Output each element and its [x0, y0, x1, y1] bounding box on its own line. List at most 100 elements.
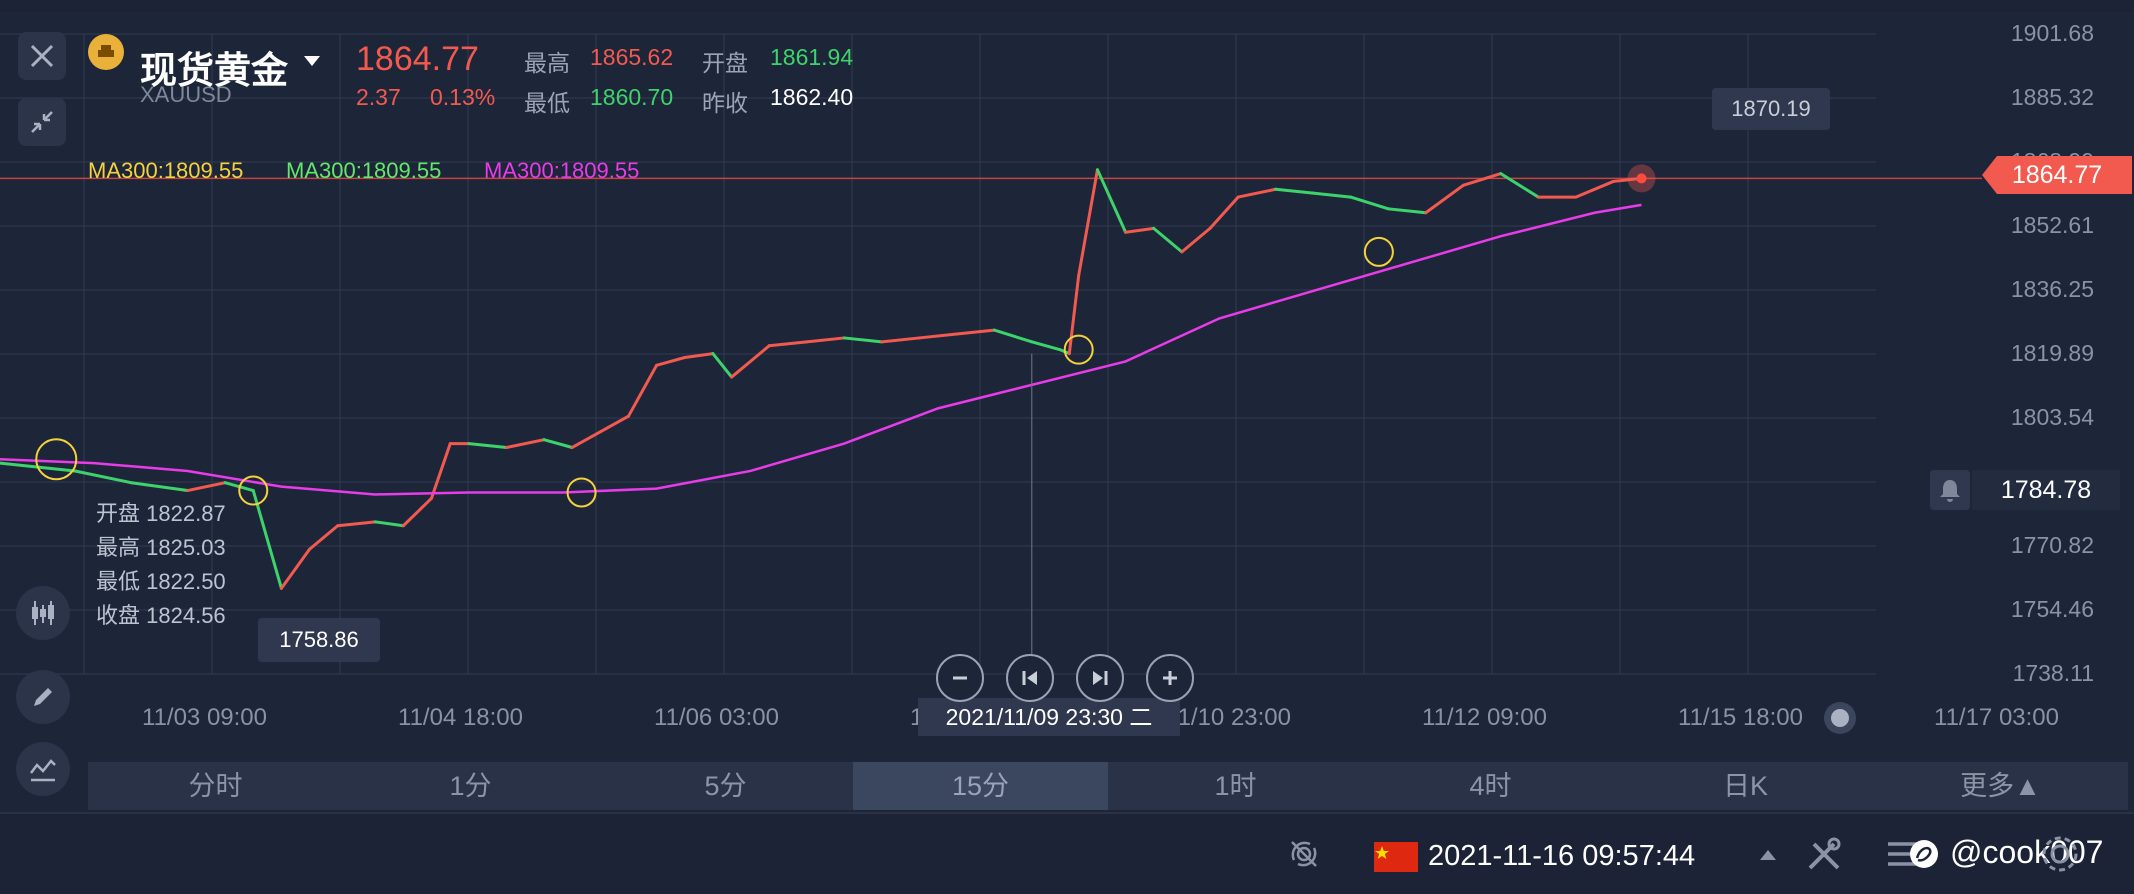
tab-timeframe-tick[interactable]: 分时 — [188, 771, 243, 801]
price-segment — [767, 340, 809, 348]
prev-close-label: 昨收 — [702, 90, 748, 116]
price-segment — [401, 496, 433, 528]
ma-touch-marker — [238, 475, 269, 506]
draw-button[interactable] — [16, 670, 70, 724]
ma-legend-green: MA300:1809.55 — [286, 158, 442, 183]
price-change-pct: 0.13% — [430, 84, 496, 110]
price-segment — [655, 356, 687, 367]
price-segment — [1124, 226, 1156, 234]
low-value: 1860.70 — [590, 84, 674, 110]
price-segment — [880, 336, 921, 344]
collapse-button[interactable] — [18, 98, 66, 146]
price-segment — [992, 328, 1034, 344]
price-segment — [1030, 340, 1062, 352]
status-bar: 2021-11-16 09:57:44 @cook007 — [0, 812, 2134, 894]
price-segment — [1424, 183, 1465, 215]
scroll-handle[interactable] — [1824, 702, 1856, 734]
alert-price[interactable]: 1784.78 — [1972, 470, 2120, 510]
zoom-out-button[interactable] — [936, 654, 984, 702]
low-label: 最低 — [524, 90, 570, 116]
step-forward-button[interactable] — [1076, 654, 1124, 702]
price-chart[interactable] — [0, 12, 2134, 812]
open-label: 开盘 — [702, 50, 748, 76]
x-tick-label: 11/15 18:00 — [1678, 704, 1804, 731]
y-tick-label: 1738.11 — [2012, 660, 2094, 686]
settings-icon[interactable] — [2040, 834, 2080, 874]
tab-timeframe-more[interactable]: 更多▲ — [1960, 771, 2041, 801]
x-tick-label: 11/10 23:00 — [1166, 704, 1292, 731]
price-segment — [1499, 172, 1540, 199]
close-icon — [30, 44, 54, 68]
tab-timeframe-1m[interactable]: 1分 — [449, 771, 492, 801]
y-tick-label: 1852.61 — [2010, 212, 2094, 238]
price-segment — [73, 469, 133, 485]
price-segment — [373, 520, 405, 528]
current-price-dot — [1636, 173, 1647, 184]
tab-timeframe-5m[interactable]: 5分 — [704, 771, 747, 801]
ohlc-low: 最低 1822.50 — [96, 569, 226, 594]
price-segment — [917, 332, 959, 340]
flag-cn-icon — [1374, 842, 1418, 872]
alert-button[interactable] — [1930, 470, 1970, 510]
price-segment — [542, 438, 574, 449]
prev-close-value: 1862.40 — [770, 84, 854, 110]
y-tick-label: 1803.54 — [2010, 404, 2094, 430]
price-segment — [1274, 187, 1315, 195]
price-segment — [1386, 207, 1428, 215]
y-tick-label: 1770.82 — [2010, 532, 2094, 558]
price-segment — [626, 363, 659, 418]
ma-touch-marker — [1363, 236, 1394, 267]
tab-timeframe-1h[interactable]: 1时 — [1214, 771, 1257, 801]
collapse-icon — [31, 111, 53, 133]
dropdown-arrow-icon[interactable] — [302, 54, 322, 68]
tab-timeframe-4h[interactable]: 4时 — [1469, 771, 1512, 801]
current-price: 1864.77 — [356, 40, 479, 78]
x-tick-label: 11/06 03:00 — [654, 704, 780, 731]
tools-icon[interactable] — [1804, 834, 1844, 874]
price-segment — [1574, 179, 1615, 199]
radio-icon[interactable] — [1284, 834, 1324, 874]
step-back-icon — [1022, 671, 1037, 685]
indicator-button[interactable] — [16, 742, 70, 796]
zoom-in-icon — [1163, 671, 1177, 685]
weibo-logo-icon — [1910, 840, 1938, 868]
price-segment — [467, 442, 509, 449]
ohlc-high: 最高 1825.03 — [96, 535, 226, 560]
price-segment — [570, 430, 602, 449]
price-segment — [1236, 187, 1278, 199]
y-tick-label: 1836.25 — [2010, 276, 2094, 302]
price-segment — [505, 438, 546, 449]
price-segment — [251, 489, 283, 590]
x-tick-label: 11/17 03:00 — [1934, 704, 2060, 731]
x-tick-label: 11/04 18:00 — [398, 704, 524, 731]
high-value: 1865.62 — [590, 44, 674, 70]
watermark: @cook007 — [1950, 834, 2104, 870]
status-datetime: 2021-11-16 09:57:44 — [1428, 840, 1696, 872]
crosshair-time: 2021/11/09 23:30 二 — [918, 698, 1180, 736]
chart-frame: 现货黄金 XAUUSD 1864.77 2.37 0.13% 最高 1865.6… — [0, 12, 2134, 812]
ma-legend-magenta: MA300:1809.55 — [484, 158, 640, 183]
price-segment — [1095, 168, 1128, 234]
ma-touch-marker — [566, 477, 597, 508]
candlestick-button[interactable] — [16, 586, 70, 640]
tab-timeframe-daily[interactable]: 日K — [1722, 771, 1768, 801]
price-segment — [429, 442, 452, 500]
y-tick-label: 1901.68 — [2010, 20, 2094, 46]
price-segment — [711, 352, 734, 379]
price-change: 2.37 — [356, 84, 401, 110]
close-button[interactable] — [18, 32, 66, 80]
price-segment — [1349, 195, 1390, 211]
expand-arrow-icon[interactable] — [1758, 848, 1778, 862]
price-segment — [842, 336, 884, 344]
ma-legend-yellow: MA300:1809.55 — [88, 158, 244, 183]
price-segment — [730, 344, 771, 379]
ma-touch-marker — [35, 438, 78, 481]
tab-timeframe-15m[interactable]: 15分 — [853, 762, 1108, 810]
step-back-button[interactable] — [1006, 654, 1054, 702]
x-tick-label: 11/12 09:00 — [1422, 704, 1548, 731]
instrument-symbol: XAUUSD — [140, 82, 232, 107]
timeframe-bar: 分时 1分 5分 15分 1时 4时 日K 更多▲ — [88, 762, 2128, 810]
instrument-title[interactable]: 现货黄金 — [140, 50, 288, 91]
zoom-in-button[interactable] — [1146, 654, 1194, 702]
step-forward-icon — [1093, 671, 1108, 685]
